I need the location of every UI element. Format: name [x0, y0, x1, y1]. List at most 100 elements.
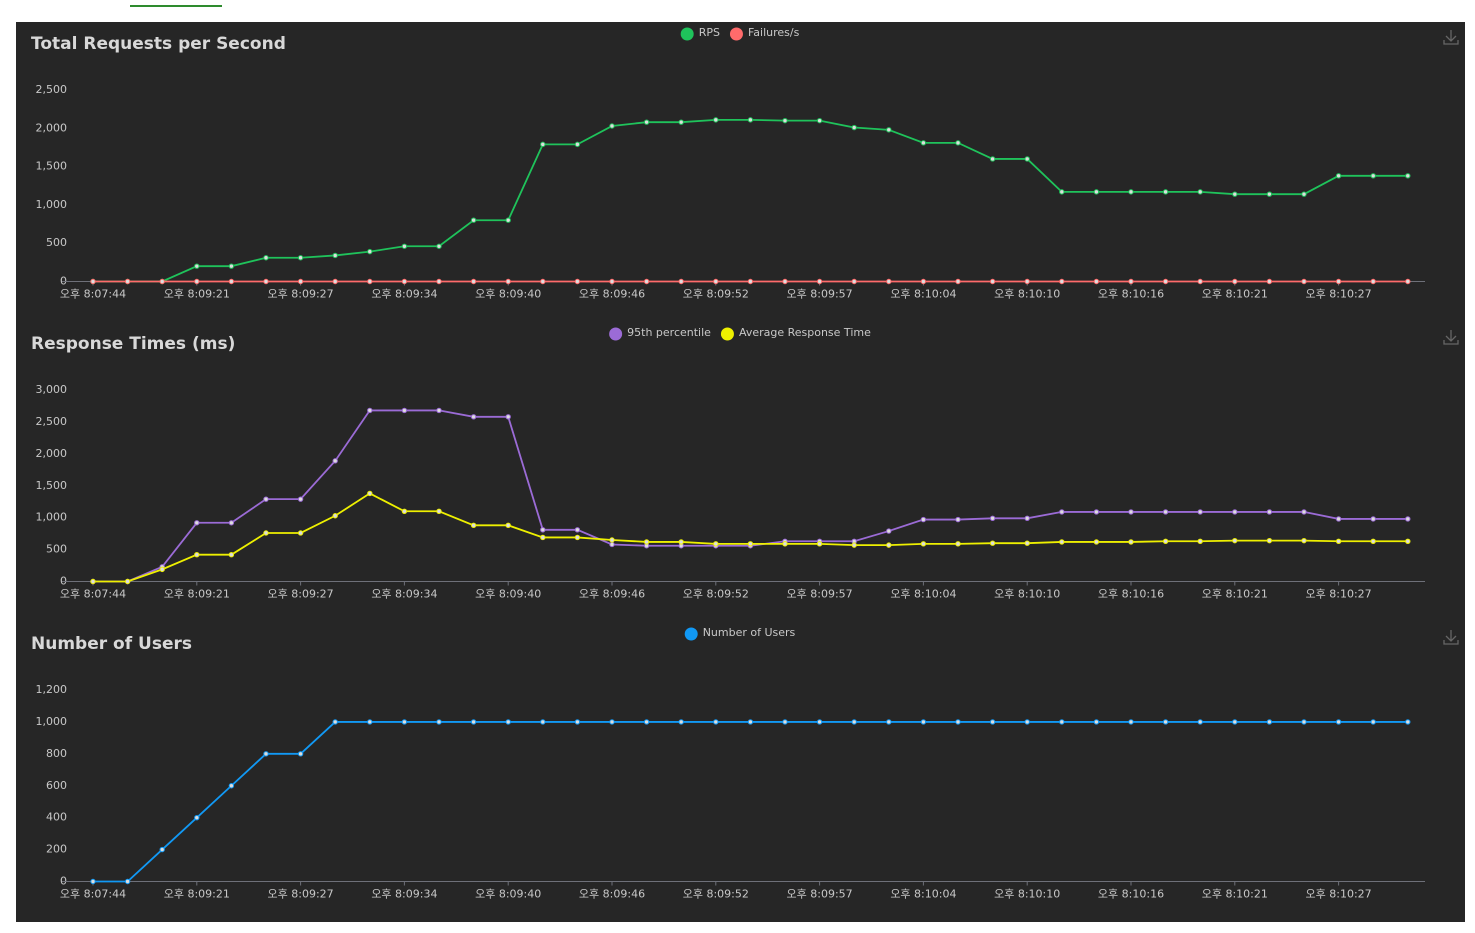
data-point: [436, 508, 442, 514]
data-point: [159, 566, 165, 573]
data-point: [1405, 719, 1411, 725]
data-point: [540, 278, 546, 285]
data-point: [886, 719, 892, 725]
x-tick-label: 오후 8:09:46: [579, 288, 645, 301]
data-point: [1059, 189, 1065, 195]
data-point: [1128, 278, 1134, 285]
data-point: [816, 278, 823, 285]
y-tick-label: 2,500: [36, 83, 68, 96]
data-point: [1059, 719, 1065, 725]
data-point: [1162, 189, 1169, 195]
legend-marker: [720, 327, 734, 341]
chart-title: Number of Users: [31, 634, 192, 654]
x-tick-label: 오후 8:10:04: [890, 888, 956, 901]
data-point: [1370, 516, 1376, 522]
data-point: [1024, 515, 1030, 522]
x-tick-label: 오후 8:07:44: [60, 588, 126, 601]
data-point: [470, 414, 477, 420]
data-point: [678, 278, 684, 285]
data-point: [1232, 719, 1238, 725]
x-tick-label: 오후 8:09:34: [371, 888, 437, 901]
data-point: [1301, 191, 1307, 197]
data-point: [920, 278, 927, 285]
data-point: [297, 530, 304, 536]
data-point: [505, 278, 511, 285]
x-tick-label: 오후 8:10:16: [1098, 288, 1164, 301]
y-tick-label: 1,000: [36, 198, 68, 211]
data-point: [1266, 509, 1273, 515]
data-point: [1405, 538, 1411, 544]
data-point: [851, 124, 857, 131]
data-point: [1232, 537, 1238, 544]
data-point: [159, 278, 165, 285]
data-point: [297, 751, 304, 757]
data-point: [851, 542, 857, 548]
data-point: [816, 117, 823, 124]
data-point: [1266, 537, 1273, 544]
x-tick-label: 오후 8:09:57: [787, 288, 853, 301]
x-tick-label: 오후 8:09:21: [164, 288, 230, 301]
data-point: [1405, 278, 1411, 285]
data-point: [747, 117, 754, 123]
data-point: [1024, 719, 1030, 725]
data-point: [1059, 509, 1065, 515]
data-point: [1335, 173, 1342, 179]
data-point: [955, 140, 961, 146]
y-tick-label: 400: [46, 811, 67, 824]
x-tick-label: 오후 8:09:27: [268, 888, 334, 901]
download-icon[interactable]: [1443, 30, 1459, 45]
data-point: [540, 534, 546, 541]
x-tick-label: 오후 8:10:27: [1306, 288, 1372, 301]
data-point: [574, 719, 581, 725]
y-tick-label: 500: [46, 236, 67, 249]
data-point: [401, 508, 408, 514]
data-point: [955, 516, 961, 523]
data-point: [989, 156, 996, 162]
data-point: [816, 719, 823, 725]
data-point: [1335, 719, 1342, 725]
data-point: [124, 878, 131, 885]
data-point: [1093, 278, 1100, 285]
download-icon[interactable]: [1443, 330, 1459, 345]
data-point: [263, 496, 269, 502]
data-point: [1093, 509, 1100, 515]
data-point: [1093, 539, 1100, 545]
data-point: [1370, 278, 1376, 285]
data-point: [1197, 538, 1203, 544]
data-point: [436, 407, 442, 414]
data-point: [1128, 189, 1134, 195]
x-tick-label: 오후 8:10:10: [994, 888, 1060, 901]
data-point: [747, 719, 754, 725]
legend-label: Failures/s: [748, 26, 800, 39]
x-tick-label: 오후 8:10:04: [890, 288, 956, 301]
download-icon[interactable]: [1443, 630, 1459, 645]
data-point: [194, 814, 200, 821]
x-tick-label: 오후 8:09:57: [787, 888, 853, 901]
data-point: [989, 719, 996, 725]
x-tick-label: 오후 8:09:40: [475, 288, 541, 301]
data-point: [1266, 191, 1273, 197]
data-point: [1335, 516, 1342, 522]
x-tick-label: 오후 8:07:44: [60, 888, 126, 901]
data-point: [1128, 509, 1134, 515]
data-point: [1059, 539, 1065, 545]
data-point: [332, 719, 338, 725]
x-tick-label: 오후 8:10:21: [1202, 888, 1268, 901]
data-point: [1197, 189, 1203, 195]
x-tick-label: 오후 8:10:16: [1098, 888, 1164, 901]
x-tick-label: 오후 8:09:21: [164, 588, 230, 601]
data-point: [470, 719, 477, 725]
chart-title: Total Requests per Second: [31, 34, 286, 54]
data-point: [367, 278, 373, 285]
data-point: [367, 248, 373, 255]
data-point: [1301, 278, 1307, 285]
panel: [16, 22, 1465, 922]
data-point: [713, 719, 719, 725]
data-point: [401, 278, 408, 285]
data-point: [367, 719, 373, 725]
legend-marker: [680, 27, 694, 41]
y-tick-label: 1,000: [36, 511, 68, 524]
data-point: [332, 252, 338, 259]
